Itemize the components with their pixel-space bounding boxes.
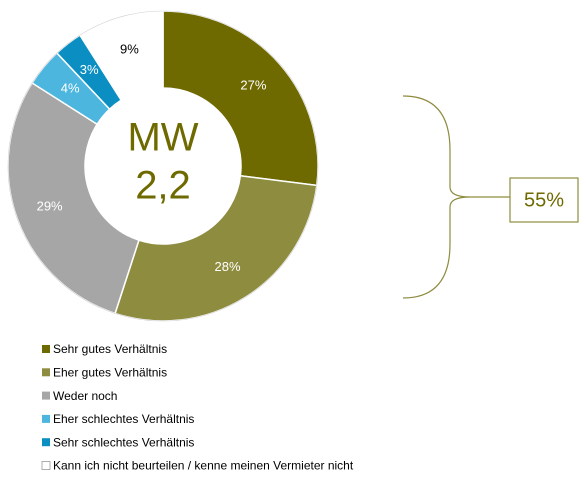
legend-swatch xyxy=(42,368,50,377)
legend-swatch xyxy=(42,391,50,400)
data-label: 3% xyxy=(80,62,99,77)
slice xyxy=(7,81,140,315)
annotation: 55% xyxy=(524,189,564,211)
center-value: 2,2 xyxy=(135,164,191,208)
data-label: 27% xyxy=(240,78,266,93)
data-label: 9% xyxy=(120,42,139,57)
outline xyxy=(7,10,319,322)
legend-label: Eher gutes Verhältnis xyxy=(53,365,167,379)
legend-swatch xyxy=(41,461,51,470)
legend-swatch xyxy=(42,414,50,423)
legend-label: Eher schlechtes Verhältnis xyxy=(53,412,194,426)
legend-label: Sehr schlechtes Verhältnis xyxy=(53,435,194,449)
legend-label: Sehr gutes Verhältnis xyxy=(53,342,167,356)
legend-swatch xyxy=(42,438,50,447)
legend-label: Weder noch xyxy=(53,389,117,403)
legend-label: Kann ich nicht beurteilen / kenne meinen… xyxy=(53,459,354,473)
annotation-box xyxy=(509,177,579,223)
data-label: 4% xyxy=(61,81,80,96)
brace xyxy=(402,95,471,299)
legend-swatch xyxy=(42,345,50,353)
data-label: 28% xyxy=(215,259,241,274)
data-label: 29% xyxy=(37,198,63,213)
center-label: MW xyxy=(127,116,198,160)
